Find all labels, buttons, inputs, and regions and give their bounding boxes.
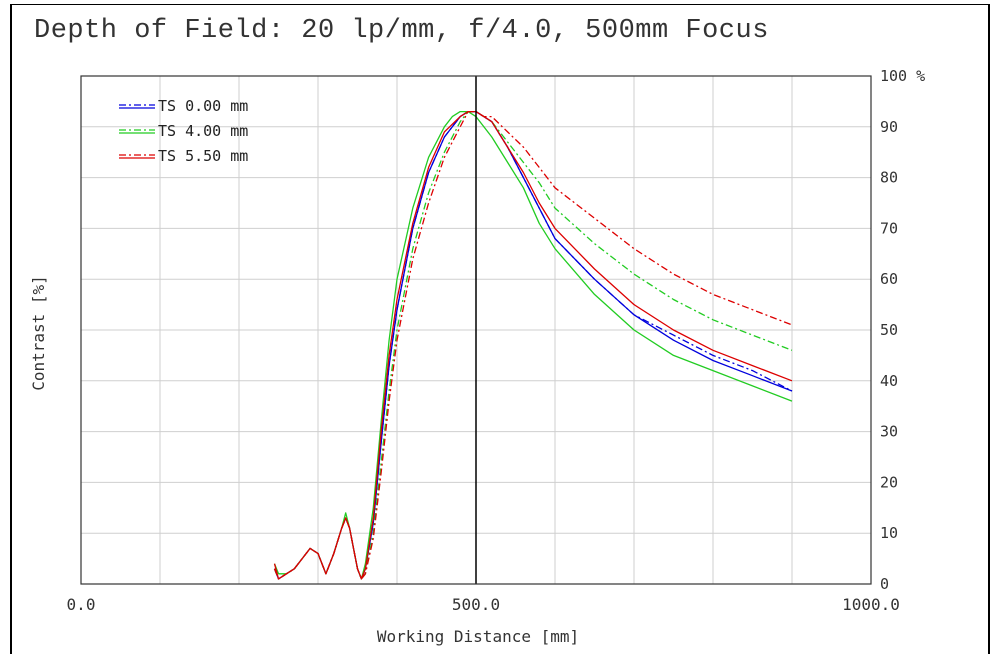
x-tick-label: 500.0 — [452, 595, 500, 614]
y-tick-label: 70 — [880, 219, 898, 237]
y-tick-label: 80 — [880, 169, 898, 187]
y-tick-label: 0 — [880, 575, 889, 593]
legend-entry: TS 4.00 mm — [158, 122, 248, 140]
y-tick-label: 40 — [880, 372, 898, 390]
series-line-1 — [273, 110, 793, 580]
series-line-3 — [273, 110, 793, 580]
chart-title: Depth of Field: 20 lp/mm, f/4.0, 500mm F… — [34, 16, 769, 46]
x-tick-label: 0.0 — [67, 595, 96, 614]
axes: 0.0 500.0 1000.0 100 % 90 80 70 60 50 40 30 20 10 0 — [67, 67, 926, 614]
y-tick-label: 10 — [880, 524, 898, 542]
plot-lines — [273, 110, 793, 580]
y-axis-label: Contrast [%] — [29, 275, 48, 391]
y-tick-label: 20 — [880, 473, 898, 491]
legend-entry: TS 5.50 mm — [158, 147, 248, 165]
y-tick-label: 50 — [880, 321, 898, 339]
series-line-2 — [273, 110, 793, 580]
plot-border — [80, 75, 872, 585]
legend-entry: TS 0.00 mm — [158, 97, 248, 115]
series-line-5 — [273, 110, 793, 580]
x-axis-label: Working Distance [mm] — [377, 627, 579, 646]
series-line-6 — [273, 110, 793, 580]
legend: TS 0.00 mm TS 4.00 mm TS 5.50 mm — [119, 97, 248, 165]
chart-frame — [10, 4, 990, 654]
y-tick-label: 60 — [880, 270, 898, 288]
y-tick-label: 90 — [880, 118, 898, 136]
y-tick-label: 100 % — [880, 67, 925, 85]
series-line-4 — [273, 110, 793, 580]
x-tick-label: 1000.0 — [842, 595, 900, 614]
y-tick-label: 30 — [880, 423, 898, 441]
